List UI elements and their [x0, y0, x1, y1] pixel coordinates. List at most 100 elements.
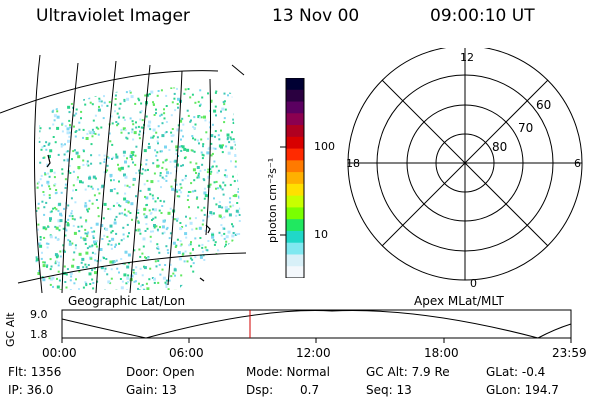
emission-pixel	[78, 252, 82, 256]
emission-pixel	[145, 204, 148, 207]
emission-pixel	[65, 229, 68, 232]
emission-pixel	[203, 187, 206, 190]
emission-pixel	[39, 161, 42, 164]
emission-pixel	[41, 200, 44, 203]
emission-pixel	[98, 192, 101, 195]
emission-pixel	[222, 101, 225, 104]
emission-pixel	[201, 96, 204, 99]
emission-pixel	[163, 108, 165, 111]
emission-pixel	[47, 143, 50, 146]
emission-pixel	[154, 149, 157, 152]
emission-pixel	[75, 108, 78, 111]
emission-pixel	[134, 154, 137, 157]
colorbar-band	[286, 101, 304, 114]
emission-pixel	[178, 257, 182, 261]
emission-pixel	[206, 171, 209, 174]
emission-pixel	[112, 204, 115, 207]
emission-pixel	[58, 261, 60, 264]
colorbar-band	[286, 148, 304, 161]
emission-pixel	[229, 197, 232, 200]
emission-pixel	[64, 186, 67, 189]
emission-pixel	[114, 110, 116, 113]
emission-pixel	[106, 155, 109, 158]
emission-pixel	[167, 288, 170, 291]
emission-pixel	[223, 216, 226, 219]
emission-pixel	[39, 178, 42, 181]
emission-pixel	[94, 114, 97, 117]
emission-pixel	[153, 172, 156, 175]
emission-pixel	[70, 197, 73, 200]
emission-pixel	[224, 174, 228, 178]
emission-pixel	[120, 166, 124, 170]
emission-pixel	[201, 157, 204, 160]
emission-pixel	[223, 237, 226, 240]
info-gc-alt: GC Alt: 7.9 Re	[366, 365, 450, 379]
emission-pixel	[218, 214, 222, 218]
emission-pixel	[132, 123, 135, 126]
emission-pixel	[180, 191, 183, 194]
emission-pixel	[211, 123, 214, 126]
emission-pixel	[64, 183, 67, 186]
emission-pixel	[84, 188, 87, 191]
emission-pixel	[100, 100, 103, 103]
emission-pixel	[225, 235, 229, 239]
emission-pixel	[148, 278, 151, 281]
emission-pixel	[157, 246, 160, 248]
emission-pixel	[159, 81, 161, 83]
emission-pixel	[92, 287, 95, 290]
emission-pixel	[170, 87, 173, 89]
emission-pixel	[130, 151, 134, 155]
emission-pixel	[88, 199, 91, 202]
emission-pixel	[232, 118, 235, 121]
emission-pixel	[172, 241, 176, 245]
emission-pixel	[201, 81, 203, 83]
emission-pixel	[122, 127, 126, 131]
emission-pixel	[180, 138, 182, 141]
emission-pixel	[126, 223, 129, 226]
emission-pixel	[156, 94, 159, 97]
emission-pixel	[72, 150, 75, 153]
emission-pixel	[175, 145, 179, 149]
emission-pixel	[118, 271, 120, 274]
emission-pixel	[215, 203, 218, 206]
emission-pixel	[48, 185, 51, 188]
emission-pixel	[149, 212, 152, 215]
emission-pixel	[40, 148, 43, 151]
emission-pixel	[147, 256, 150, 259]
emission-pixel	[227, 94, 229, 97]
emission-pixel	[160, 186, 162, 189]
emission-pixel	[230, 278, 233, 281]
emission-pixel	[111, 143, 114, 146]
emission-pixel	[201, 275, 205, 279]
emission-pixel	[98, 80, 100, 82]
emission-pixel	[52, 101, 54, 104]
emission-pixel	[206, 249, 209, 252]
emission-pixel	[222, 193, 225, 196]
emission-pixel	[202, 219, 205, 222]
emission-pixel	[128, 186, 131, 189]
emission-pixel	[55, 260, 58, 263]
emission-pixel	[122, 116, 125, 119]
emission-pixel	[223, 103, 226, 106]
coastline-fragments	[46, 154, 211, 282]
emission-pixel	[105, 258, 108, 260]
colorbar-unit-label: photon cm⁻²s⁻¹	[266, 158, 279, 243]
emission-pixel	[109, 224, 113, 228]
emission-pixel	[138, 289, 141, 291]
emission-pixel	[199, 103, 202, 106]
emission-pixel	[55, 191, 58, 194]
colorbar-band	[286, 254, 304, 267]
emission-pixel	[204, 194, 208, 198]
emission-pixel	[73, 218, 76, 221]
emission-pixel	[179, 119, 183, 123]
emission-pixel	[67, 80, 70, 83]
emission-pixel	[134, 280, 137, 283]
emission-pixel	[160, 113, 163, 116]
emission-pixel	[126, 276, 130, 280]
emission-pixel	[239, 130, 242, 133]
emission-pixel	[185, 224, 187, 227]
emission-pixel	[220, 224, 223, 227]
emission-pixel	[59, 250, 62, 253]
emission-pixel	[166, 171, 169, 175]
emission-pixel	[196, 166, 200, 169]
